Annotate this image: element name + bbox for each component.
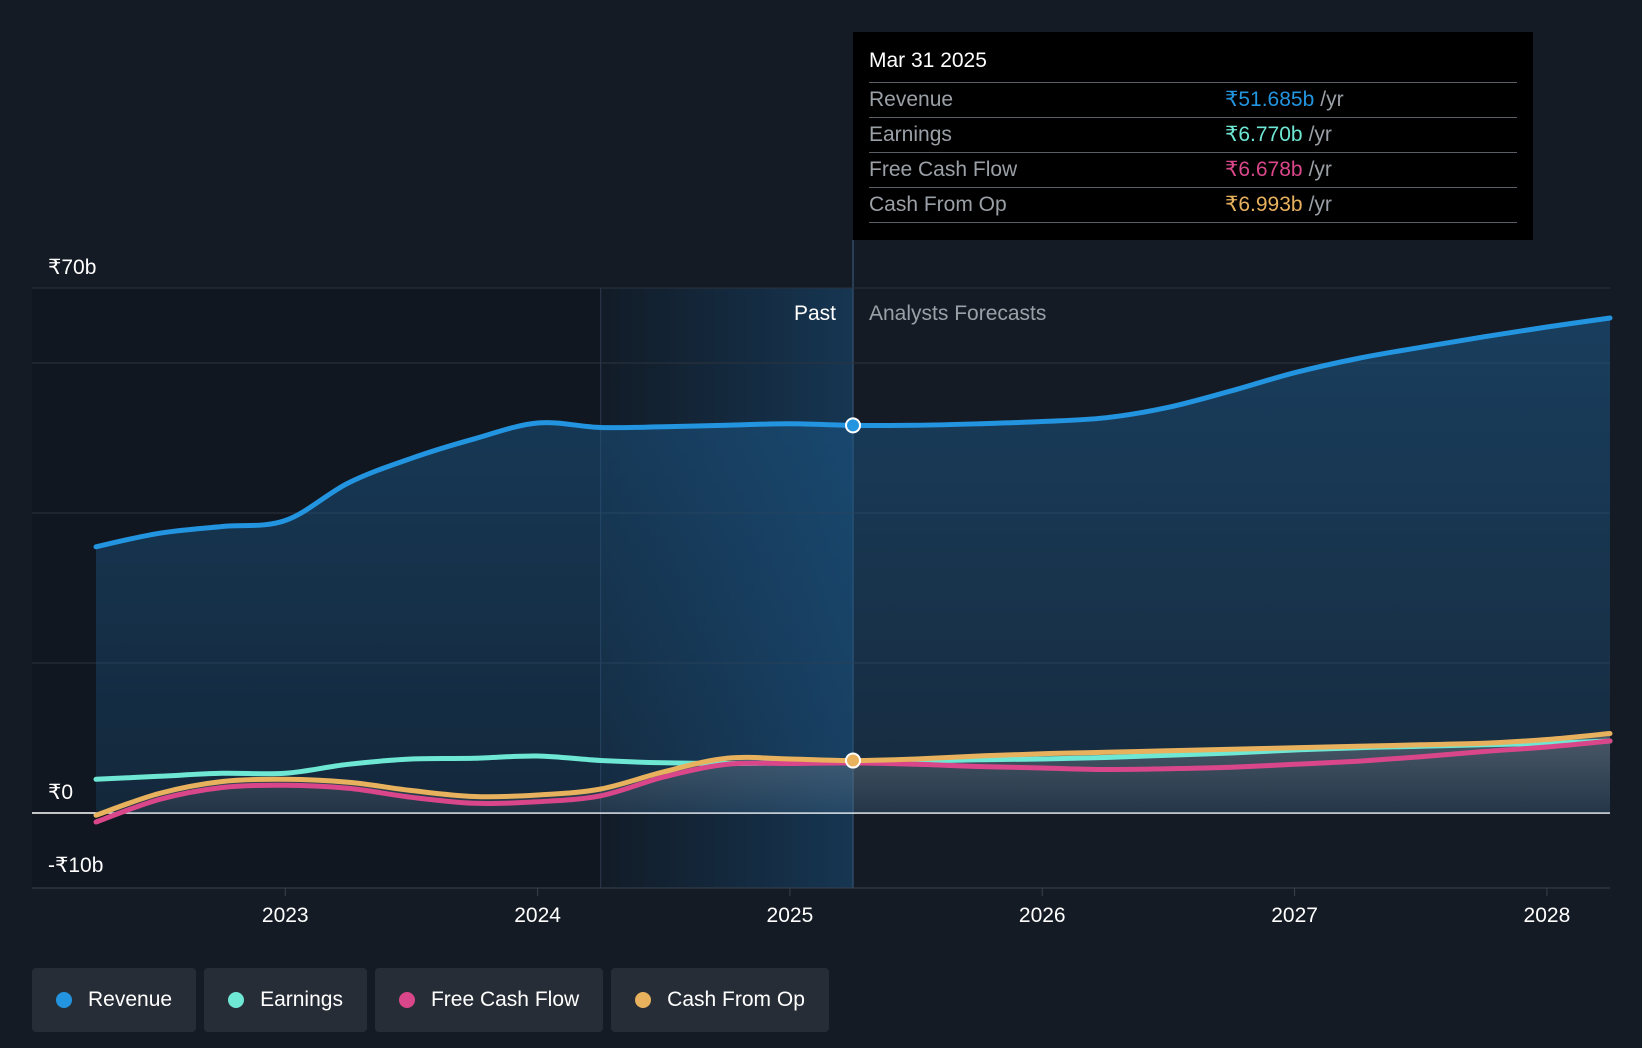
x-tick-label: 2024 — [514, 904, 561, 927]
legend-label: Cash From Op — [667, 988, 805, 1011]
y-tick-label: -₹10b — [48, 854, 103, 877]
legend: Revenue Earnings Free Cash Flow Cash Fro… — [32, 968, 829, 1032]
free-cash-flow-dot-icon — [398, 992, 415, 1008]
legend-item-earnings[interactable]: Earnings — [204, 968, 367, 1032]
revenue-area — [96, 318, 1610, 813]
tooltip-unit: /yr — [1308, 123, 1332, 146]
tooltip-value: ₹6.678b — [1225, 158, 1303, 181]
legend-item-revenue[interactable]: Revenue — [32, 968, 197, 1032]
tooltip-label: Cash From Op — [869, 193, 1007, 216]
earnings-dot-icon — [228, 992, 245, 1008]
tooltip-value: ₹6.993b — [1225, 193, 1303, 216]
tooltip-row-earnings: Earnings ₹6.770b /yr — [869, 118, 1517, 153]
forecast-label: Analysts Forecasts — [869, 302, 1046, 325]
tooltip-unit: /yr — [1320, 88, 1344, 111]
tooltip-label: Free Cash Flow — [869, 158, 1018, 181]
tooltip-row-cash-from-op: Cash From Op ₹6.993b /yr — [869, 188, 1517, 223]
legend-label: Revenue — [88, 988, 173, 1011]
legend-label: Earnings — [260, 988, 343, 1011]
tooltip-value: ₹6.770b — [1225, 123, 1303, 146]
tooltip-unit: /yr — [1308, 193, 1332, 216]
x-tick-label: 2023 — [262, 904, 309, 927]
tooltip-row-free-cash-flow: Free Cash Flow ₹6.678b /yr — [869, 153, 1517, 188]
tooltip-value: ₹51.685b — [1225, 88, 1315, 111]
x-tick-label: 2025 — [767, 904, 814, 927]
tooltip-date: Mar 31 2025 — [869, 46, 1517, 83]
tooltip-unit: /yr — [1308, 158, 1332, 181]
revenue-marker — [845, 417, 861, 434]
x-tick-label: 2026 — [1019, 904, 1066, 927]
legend-label: Free Cash Flow — [430, 988, 580, 1011]
tooltip-label: Revenue — [869, 88, 954, 111]
tooltip-row-revenue: Revenue ₹51.685b /yr — [869, 83, 1517, 118]
y-tick-label: ₹0 — [48, 781, 73, 804]
cash-from-op-dot-icon — [635, 992, 652, 1008]
y-tick-label: ₹70b — [48, 256, 96, 279]
tooltip-panel: Mar 31 2025 Revenue ₹51.685b /yr Earning… — [853, 32, 1533, 240]
past-label: Past — [794, 302, 836, 325]
tooltip-label: Earnings — [869, 123, 952, 146]
x-tick-label: 2028 — [1524, 904, 1571, 927]
legend-item-free-cash-flow[interactable]: Free Cash Flow — [374, 968, 604, 1032]
x-tick-label: 2027 — [1271, 904, 1318, 927]
cash-from-op-marker — [845, 752, 861, 769]
legend-item-cash-from-op[interactable]: Cash From Op — [611, 968, 829, 1032]
revenue-dot-icon — [56, 992, 72, 1008]
